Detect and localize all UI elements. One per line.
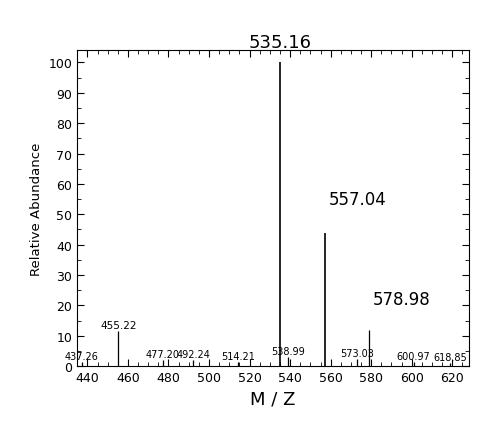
Text: 492.24: 492.24 bbox=[176, 349, 210, 360]
Text: 455.22: 455.22 bbox=[100, 320, 137, 330]
Text: 600.97: 600.97 bbox=[397, 351, 430, 361]
Text: 538.99: 538.99 bbox=[271, 346, 305, 357]
X-axis label: M / Z: M / Z bbox=[250, 390, 296, 408]
Y-axis label: Relative Abundance: Relative Abundance bbox=[30, 142, 43, 275]
Text: 535.16: 535.16 bbox=[249, 34, 312, 52]
Text: 477.20: 477.20 bbox=[146, 349, 180, 360]
Text: 437.26: 437.26 bbox=[65, 351, 99, 361]
Text: 578.98: 578.98 bbox=[373, 291, 431, 309]
Text: 514.21: 514.21 bbox=[221, 351, 255, 361]
Text: 618.85: 618.85 bbox=[433, 352, 467, 362]
Text: 557.04: 557.04 bbox=[329, 191, 386, 209]
Text: 573.03: 573.03 bbox=[340, 348, 374, 358]
